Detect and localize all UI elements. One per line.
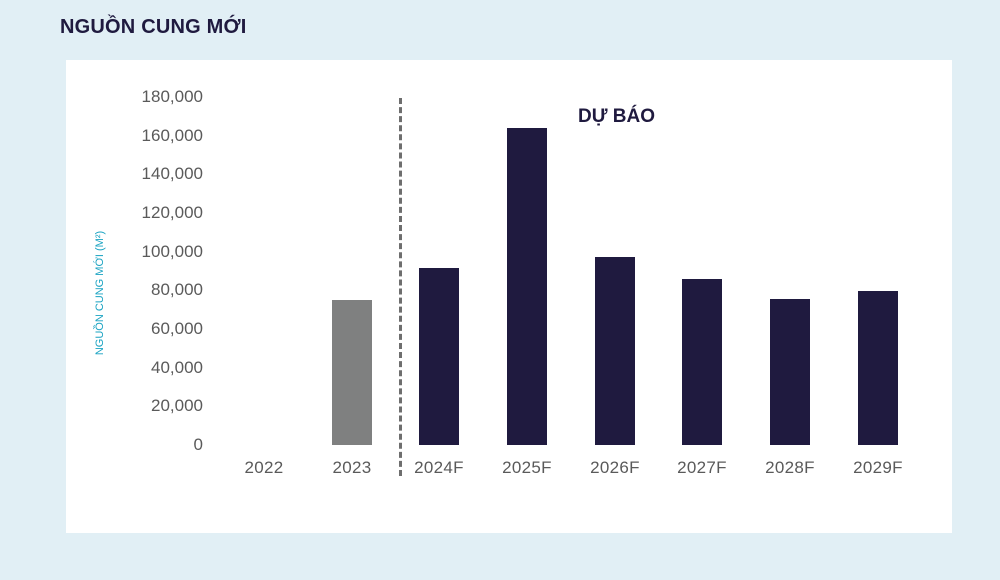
- y-tick-label: 160,000: [141, 125, 203, 145]
- x-tick-label: 2026F: [590, 458, 640, 477]
- forecast-annotation: DỰ BÁO: [578, 106, 655, 127]
- x-tick-label: 2029F: [853, 458, 903, 477]
- y-tick-label: 140,000: [141, 164, 203, 184]
- x-tick-label: 2027F: [677, 458, 727, 477]
- x-tick-label: 2023: [332, 458, 372, 477]
- page-title: NGUỒN CUNG MỚI: [60, 16, 247, 38]
- bar-2028f: [770, 299, 810, 445]
- bar-2024f: [419, 268, 459, 445]
- x-tick-label: 2024F: [414, 458, 464, 477]
- y-tick-label: 0: [193, 435, 203, 454]
- x-tick-label: 2022: [244, 458, 284, 477]
- bar-2027f: [682, 278, 722, 445]
- y-tick-label: 120,000: [141, 203, 203, 222]
- y-tick-label: 60,000: [151, 319, 203, 338]
- y-tick-label: 80,000: [151, 280, 203, 300]
- bar-2029f: [858, 291, 898, 445]
- y-tick-label: 100,000: [141, 241, 203, 261]
- y-axis-label: NGUỒN CUNG MỚI (M²): [94, 230, 106, 356]
- y-tick-label: 180,000: [141, 87, 203, 106]
- forecast-divider-line: [399, 98, 402, 476]
- x-tick-label: 2025F: [502, 458, 552, 477]
- bar-2026f: [595, 257, 635, 445]
- bar-2025f: [507, 127, 547, 445]
- y-tick-label: 40,000: [151, 357, 203, 377]
- bar-2023: [332, 300, 372, 445]
- x-tick-label: 2028F: [765, 458, 815, 477]
- y-tick-label: 20,000: [151, 396, 203, 416]
